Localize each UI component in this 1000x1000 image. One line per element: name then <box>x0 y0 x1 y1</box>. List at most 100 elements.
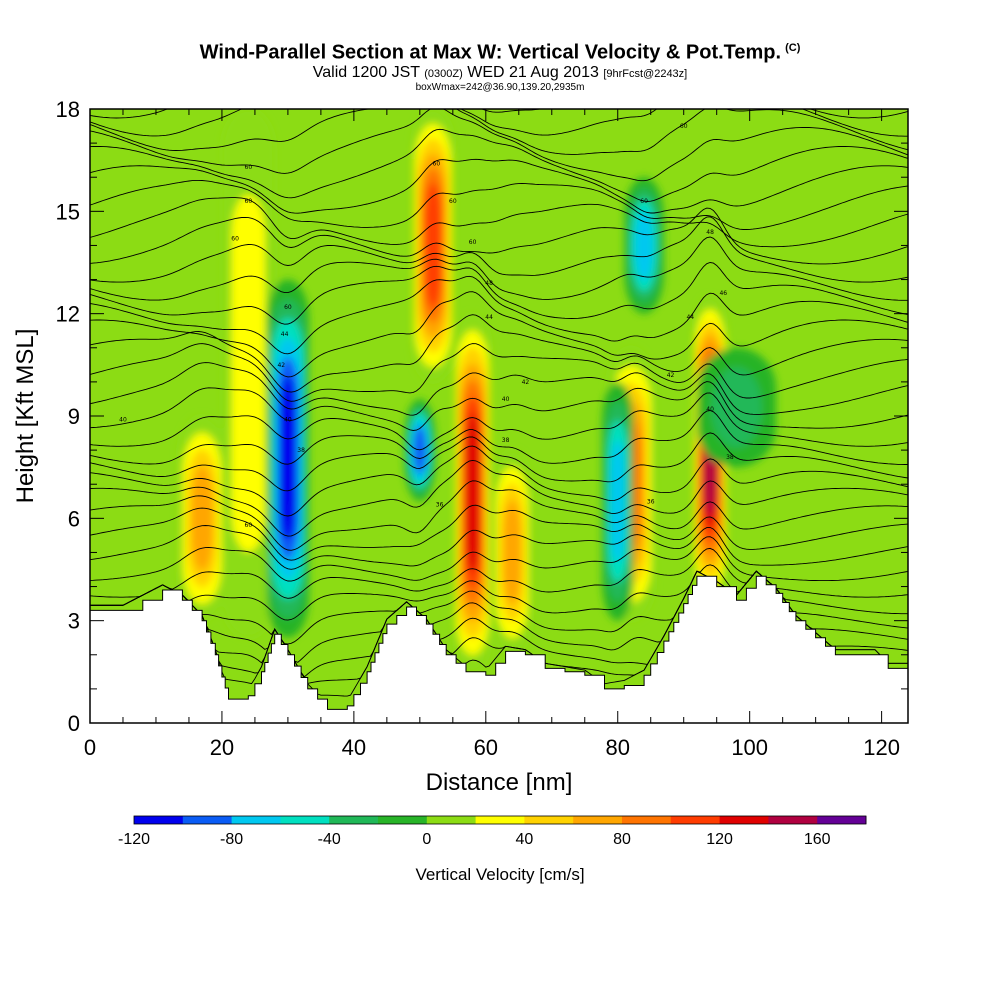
theta-contour-10 <box>90 480 908 551</box>
colorbar-swatch-13 <box>768 816 818 824</box>
theta-contour-32 <box>90 109 908 137</box>
colorbar-swatch-7 <box>475 816 525 824</box>
colorbar-swatch-10 <box>622 816 672 824</box>
colorbar <box>133 815 867 825</box>
colorbar-tick-label-4: 40 <box>516 831 534 848</box>
contour-label-3: 60 <box>245 198 253 205</box>
theta-contour-16 <box>90 381 908 431</box>
valid-date: WED 21 Aug 2013 <box>467 63 599 81</box>
y-axis-label: Height [Kft MSL] <box>12 329 39 504</box>
theta-contour-12 <box>90 445 908 517</box>
theta-contour-29 <box>90 128 908 202</box>
theta-contour-13 <box>90 432 908 492</box>
chart-title: Wind-Parallel Section at Max W: Vertical… <box>0 36 1000 65</box>
theta-contours <box>90 109 908 697</box>
colorbar-swatch-0 <box>134 816 184 824</box>
x-tick-label-5: 100 <box>731 735 768 760</box>
downdraft-column-0-band-5 <box>279 376 297 541</box>
contour-label-0: 40 <box>119 416 127 423</box>
theta-contour-18 <box>90 343 908 402</box>
contour-label-2: 60 <box>245 164 253 171</box>
updraft-column-1-band-1 <box>231 194 266 552</box>
theta-contour-15 <box>90 392 908 451</box>
contour-label-24: 42 <box>667 372 675 379</box>
valid-time-line: Valid 1200 JST (0300Z) WED 21 Aug 2013 [… <box>0 63 1000 82</box>
colorbar-frame <box>133 815 867 825</box>
theta-contour-28 <box>90 158 908 214</box>
theta-contour-31 <box>90 109 908 155</box>
colorbar-label: Vertical Velocity [cm/s] <box>415 865 584 884</box>
title-block: Wind-Parallel Section at Max W: Vertical… <box>0 36 1000 94</box>
y-tick-label-4: 12 <box>56 302 80 327</box>
valid-prefix: Valid 1200 JST <box>312 63 420 81</box>
theta-contour-14 <box>90 410 908 465</box>
y-tick-label-5: 15 <box>56 199 80 224</box>
theta-contour-27 <box>90 179 908 230</box>
colorbar-swatch-3 <box>280 816 330 824</box>
contour-label-18: 36 <box>436 502 444 509</box>
contour-label-10: 60 <box>433 161 441 168</box>
theta-contour-33 <box>90 109 908 119</box>
colorbar-swatch-1 <box>182 816 233 824</box>
contour-label-1: 60 <box>245 522 253 529</box>
colorbar-swatch-12 <box>719 816 769 824</box>
contour-label-27: 36 <box>647 498 655 505</box>
velocity-bands <box>178 109 777 672</box>
x-tick-labels: 0 20 40 60 80 100 120 <box>84 735 900 760</box>
contour-label-15: 42 <box>522 379 530 386</box>
x-tick-label-0: 0 <box>84 735 96 760</box>
contour-label-21: 48 <box>706 229 714 236</box>
colorbar-tick-label-3: 0 <box>422 831 431 848</box>
theta-contour-19 <box>90 314 908 393</box>
theta-contour-17 <box>90 362 908 416</box>
contour-label-25: 40 <box>706 406 714 413</box>
contour-label-17: 38 <box>502 437 510 444</box>
updraft-column-3-band-6 <box>465 413 480 573</box>
forecast-info: [9hrFcst@2243z] <box>603 67 688 80</box>
colorbar-tick-label-7: 160 <box>804 831 831 848</box>
contour-label-23: 44 <box>686 314 694 321</box>
box-info: boxWmax=242@36.90,139.20,2935m <box>415 81 585 93</box>
colorbar-swatch-9 <box>573 816 623 824</box>
y-tick-labels: 0 3 6 9 12 15 18 <box>56 97 80 736</box>
contour-label-11: 60 <box>449 198 457 205</box>
contour-label-19: 60 <box>680 123 688 130</box>
theta-contour-26 <box>90 197 908 248</box>
chart-title-text: Wind-Parallel Section at Max W: Vertical… <box>199 41 782 64</box>
contour-label-13: 48 <box>485 280 493 287</box>
contour-label-6: 44 <box>281 331 289 338</box>
theta-contour-23 <box>90 236 908 301</box>
x-tick-label-1: 20 <box>210 735 234 760</box>
updraft-column-4-band-3 <box>503 499 522 605</box>
theta-contour-30 <box>90 109 908 182</box>
theta-contour-11 <box>90 459 908 537</box>
theta-contour-9 <box>90 504 908 561</box>
y-tick-label-0: 0 <box>68 711 80 736</box>
x-tick-label-4: 80 <box>605 735 629 760</box>
colorbar-tick-label-1: -80 <box>220 831 243 848</box>
y-tick-label-1: 3 <box>68 609 80 634</box>
axis-ticks <box>89 108 908 724</box>
contour-label-12: 60 <box>469 239 477 246</box>
contour-label-4: 60 <box>231 236 239 243</box>
theta-contour-21 <box>90 275 908 355</box>
colorbar-swatch-11 <box>670 816 721 824</box>
colorbar-swatch-4 <box>329 816 379 824</box>
x-tick-label-3: 60 <box>474 735 498 760</box>
contour-label-5: 60 <box>284 304 292 311</box>
updraft-column-0-band-3 <box>191 465 213 571</box>
colorbar-tick-label-5: 80 <box>613 831 631 848</box>
theta-contour-24 <box>90 216 908 283</box>
valid-utc: (0300Z) <box>424 67 463 80</box>
theta-contour-20 <box>90 291 908 378</box>
colorbar-tick-labels: -120 -80 -40 0 40 80 120 160 <box>118 831 831 848</box>
contour-label-22: 46 <box>719 290 727 297</box>
contour-label-9: 38 <box>297 447 305 454</box>
colorbar-tick-label-6: 120 <box>706 831 733 848</box>
contour-label-20: 60 <box>640 198 648 205</box>
y-tick-label-2: 6 <box>68 506 80 531</box>
contour-label-26: 38 <box>726 454 734 461</box>
theta-contour-8 <box>90 525 908 570</box>
x-tick-label-6: 120 <box>863 735 900 760</box>
